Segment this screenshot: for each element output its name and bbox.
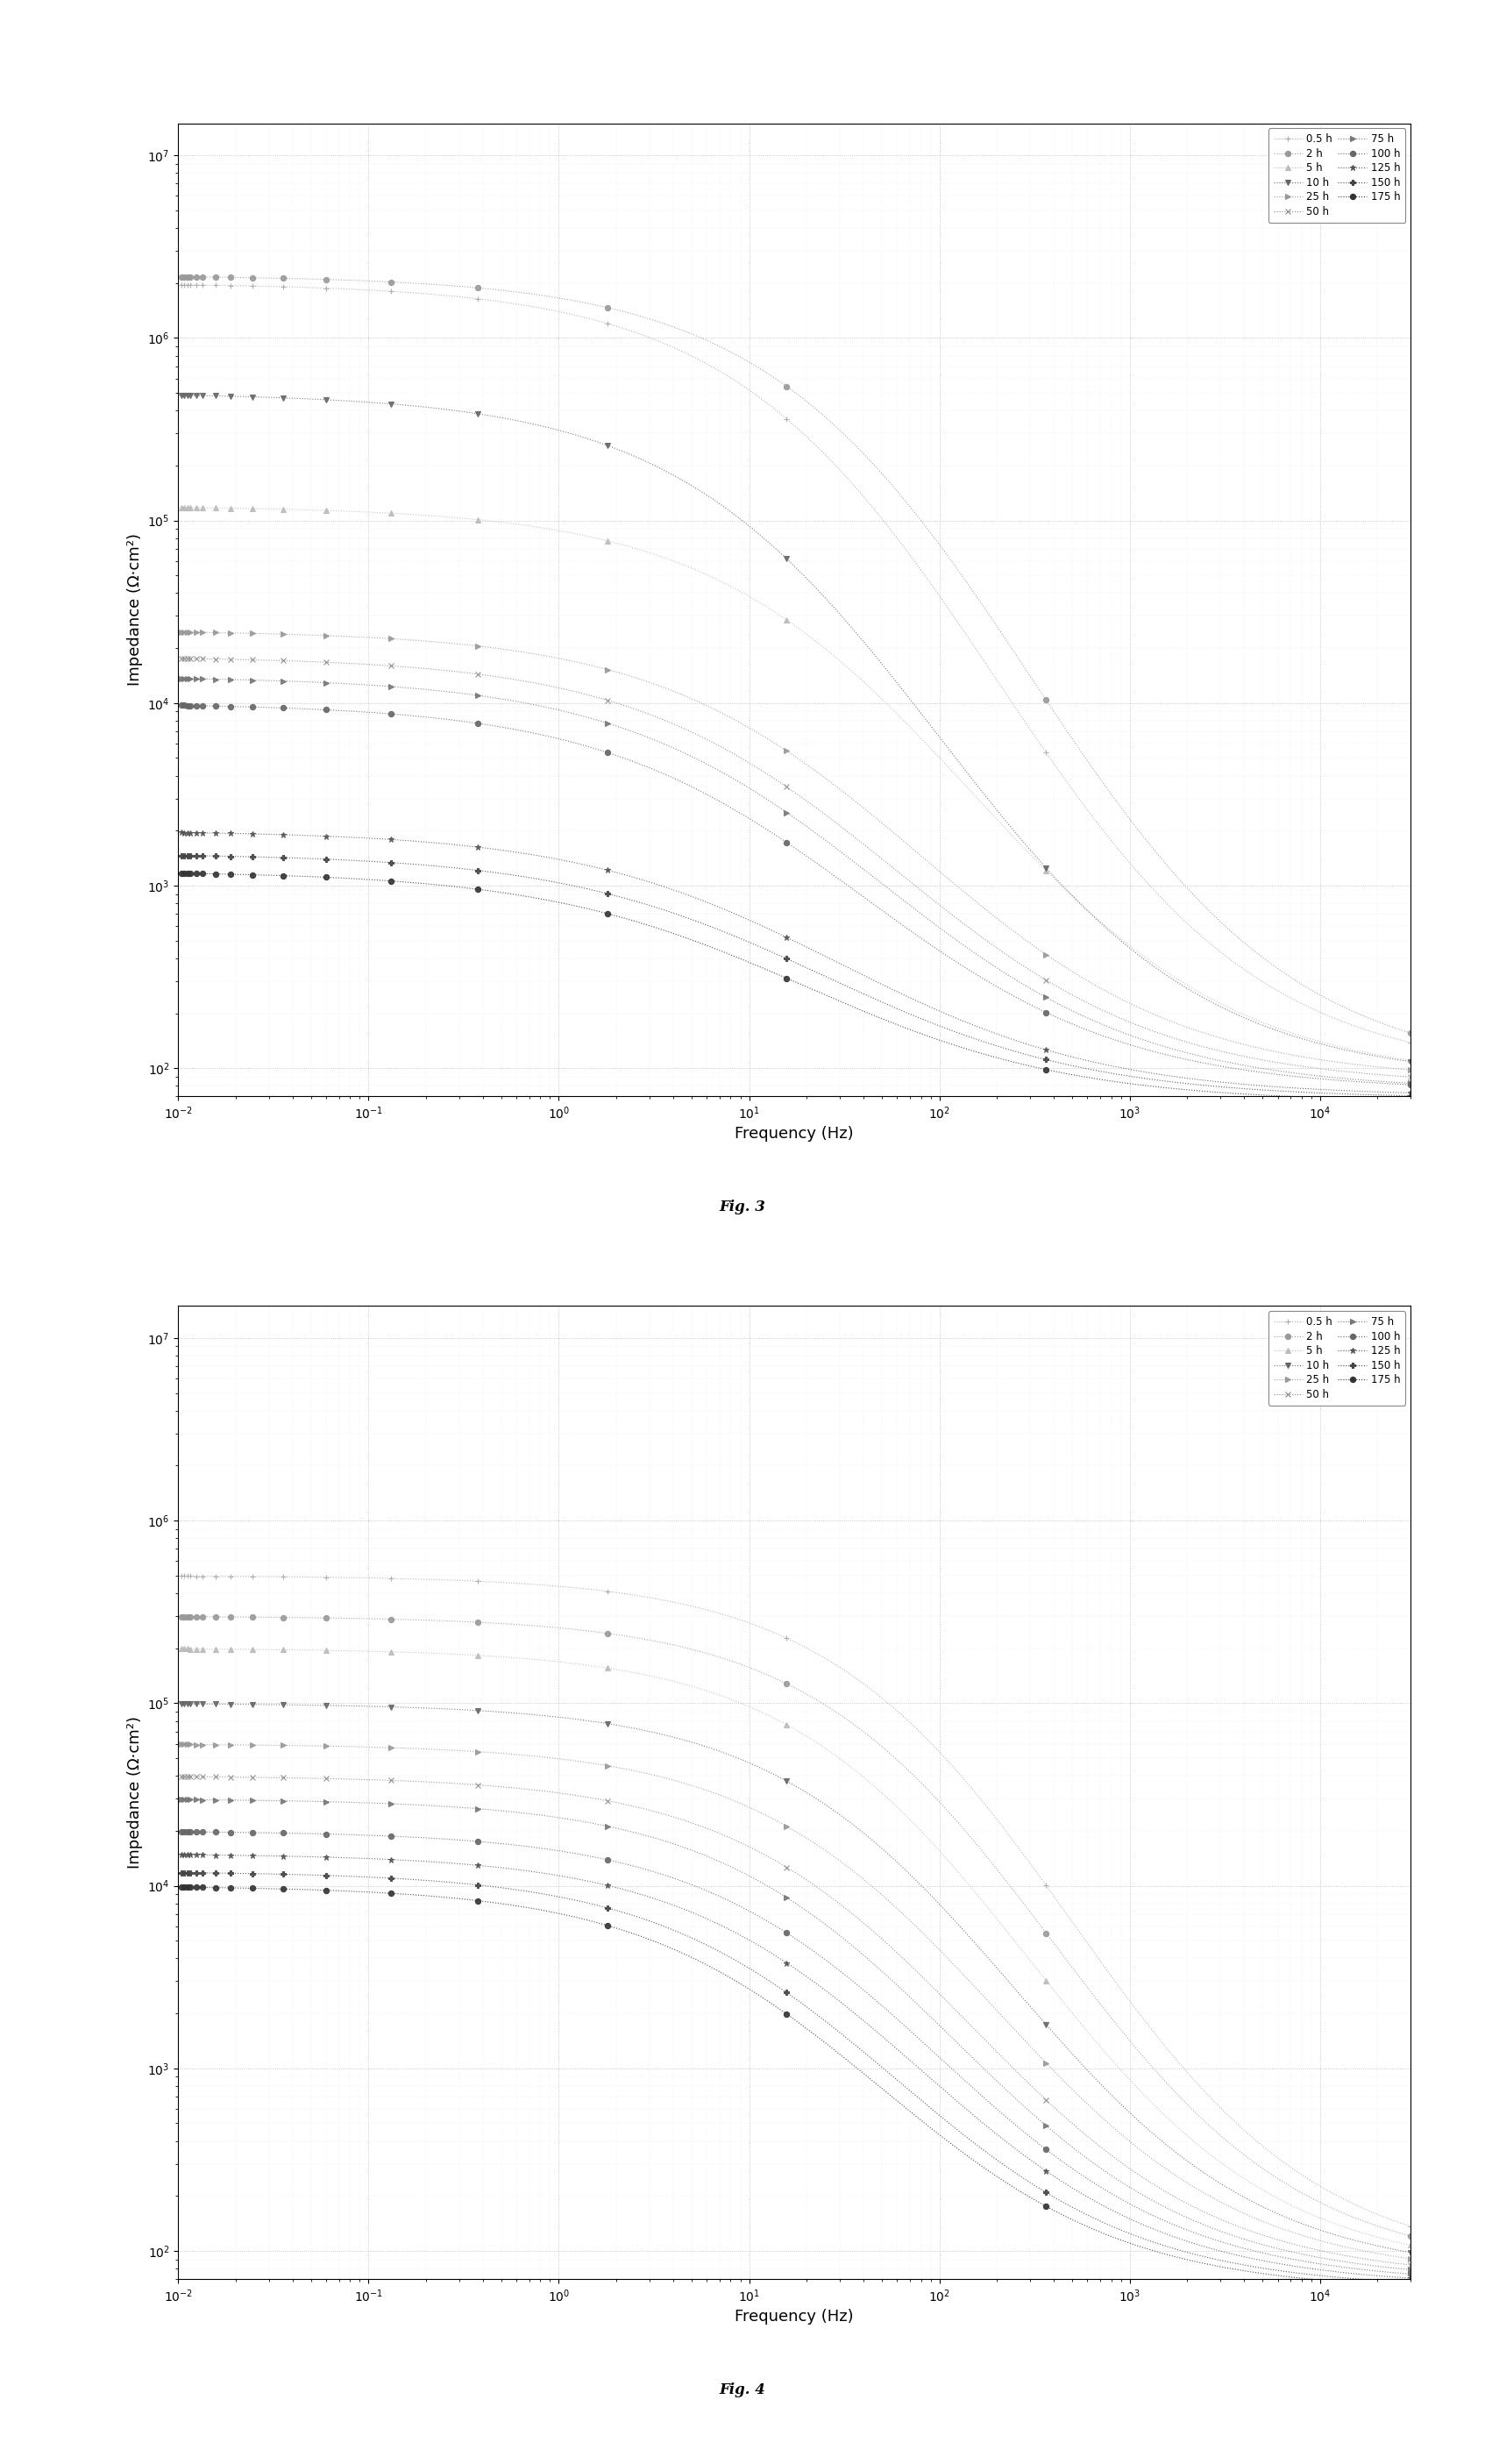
Legend: 0.5 h, 2 h, 5 h, 10 h, 25 h, 50 h, 75 h, 100 h, 125 h, 150 h, 175 h: 0.5 h, 2 h, 5 h, 10 h, 25 h, 50 h, 75 h,… bbox=[1268, 1311, 1406, 1404]
Text: Fig. 4: Fig. 4 bbox=[719, 2383, 766, 2397]
Y-axis label: Impedance (Ω·cm²): Impedance (Ω·cm²) bbox=[126, 535, 143, 685]
Y-axis label: Impedance (Ω·cm²): Impedance (Ω·cm²) bbox=[126, 1717, 143, 1868]
Legend: 0.5 h, 2 h, 5 h, 10 h, 25 h, 50 h, 75 h, 100 h, 125 h, 150 h, 175 h: 0.5 h, 2 h, 5 h, 10 h, 25 h, 50 h, 75 h,… bbox=[1268, 128, 1406, 222]
X-axis label: Frequency (Hz): Frequency (Hz) bbox=[735, 2309, 854, 2324]
X-axis label: Frequency (Hz): Frequency (Hz) bbox=[735, 1126, 854, 1141]
Text: Fig. 3: Fig. 3 bbox=[719, 1200, 766, 1215]
